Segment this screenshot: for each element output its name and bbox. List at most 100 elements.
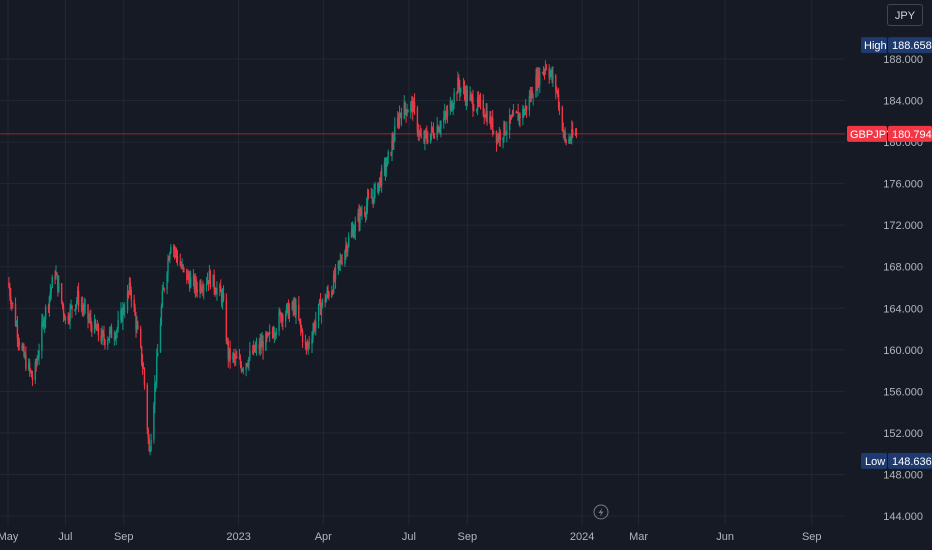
candle-body — [535, 76, 537, 98]
candle-body — [68, 320, 70, 322]
candle-body — [472, 97, 474, 110]
candle-body — [260, 341, 262, 348]
candle-body — [525, 105, 528, 111]
candle-body — [483, 114, 485, 117]
candle-body — [35, 362, 37, 365]
high-badge: High 188.658 — [861, 37, 932, 54]
candle-body — [556, 90, 558, 92]
candle-body — [76, 291, 79, 301]
candle-body — [31, 377, 34, 381]
candle-body — [207, 280, 210, 284]
x-tick-label: Sep — [114, 531, 134, 543]
candle-body — [255, 344, 258, 348]
candle-body — [328, 293, 330, 297]
candle-body — [353, 231, 356, 238]
candle-body — [84, 304, 86, 307]
candle-body — [96, 324, 99, 331]
candle-body — [61, 301, 64, 307]
candle-body — [18, 341, 20, 346]
candle-body — [511, 116, 514, 118]
candle-body — [266, 333, 268, 337]
candle-body — [203, 285, 205, 291]
candle-body — [489, 116, 491, 123]
candle-body — [200, 283, 202, 291]
time-axis[interactable]: May Jul Sep 2023 Apr Jul Sep 2024 Mar Jun Sep — [0, 531, 822, 543]
candle-body — [392, 139, 394, 144]
candle-body — [206, 280, 209, 284]
high-label: High — [864, 40, 887, 52]
candle-body — [267, 333, 269, 337]
x-tick-label: Jul — [58, 531, 72, 543]
candle-body — [411, 100, 413, 104]
candle-body — [50, 288, 52, 293]
candle-body — [543, 70, 546, 72]
candle-body — [240, 364, 243, 371]
candle-body — [120, 309, 122, 320]
candle-body — [100, 335, 102, 342]
candle-body — [504, 121, 506, 134]
candle-body — [227, 340, 229, 360]
candle-body — [476, 97, 479, 110]
candle-body — [556, 90, 559, 95]
candle-body — [193, 276, 196, 290]
candle-body — [469, 94, 471, 101]
price-axis[interactable]: 144.000 148.000 152.000 156.000 160.000 164.0… — [883, 54, 923, 523]
candle-body — [539, 72, 541, 85]
candle-body — [477, 97, 480, 102]
candle-body — [512, 112, 515, 117]
candle-body — [272, 332, 275, 337]
candle-body — [228, 348, 230, 360]
symbol-label: GBPJPY — [850, 129, 894, 141]
candle-body — [463, 87, 466, 94]
candle-body — [503, 121, 505, 138]
candle-body — [484, 116, 486, 118]
x-tick-label: Jul — [402, 531, 416, 543]
candle-body — [508, 115, 511, 131]
candle-body — [248, 357, 250, 366]
candle-body — [491, 118, 493, 127]
candle-body — [562, 130, 564, 132]
last-price-badge: GBPJPY 180.794 — [847, 125, 932, 142]
candle-body — [524, 105, 527, 112]
candle-body — [486, 111, 488, 123]
currency-button[interactable]: JPY — [887, 4, 923, 26]
candle-body — [12, 303, 14, 305]
candle-body — [147, 429, 149, 439]
candle-body — [287, 303, 290, 319]
candle-body — [393, 140, 395, 144]
candle-body — [365, 205, 368, 215]
candle-body — [350, 231, 353, 238]
candle-body — [450, 101, 452, 111]
candle-body — [121, 309, 123, 322]
candle-body — [476, 109, 478, 111]
candle-body — [115, 332, 117, 339]
candle-body — [188, 278, 191, 288]
candle-body — [213, 274, 215, 290]
candle-body — [327, 291, 329, 294]
low-value-bg — [888, 452, 932, 469]
candle-body — [17, 338, 20, 342]
y-tick-label: 188.000 — [883, 54, 923, 66]
candle-body — [544, 67, 547, 72]
candle-body — [555, 75, 557, 91]
candle-body — [517, 112, 519, 121]
candle-body — [55, 273, 57, 278]
candle-body — [324, 299, 326, 303]
candle-body — [453, 92, 455, 105]
candle-body — [9, 287, 11, 297]
candle-body — [569, 138, 571, 141]
candle-body — [557, 94, 560, 108]
low-value: 148.636 — [892, 456, 932, 468]
candle-body — [398, 113, 401, 125]
candle-body — [75, 304, 77, 310]
candle-body — [529, 95, 532, 99]
candle-body — [301, 331, 304, 342]
candle-body — [443, 117, 445, 123]
candle-body — [509, 115, 512, 120]
candle-body — [44, 306, 47, 320]
lightning-icon[interactable] — [593, 504, 609, 520]
candle-body — [87, 304, 89, 320]
y-tick-label: 148.000 — [883, 469, 923, 481]
candle-body — [445, 114, 448, 117]
